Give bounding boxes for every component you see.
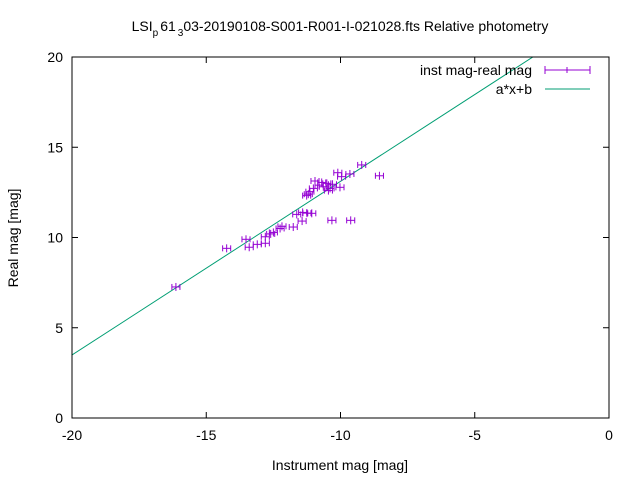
y-tick-label: 5 — [55, 320, 63, 336]
data-point — [327, 180, 337, 189]
x-tick-label: 0 — [605, 427, 613, 443]
data-point — [277, 222, 287, 231]
data-point — [325, 184, 335, 193]
data-point — [374, 171, 384, 180]
y-tick-label: 15 — [47, 139, 63, 155]
data-point — [346, 216, 356, 225]
legend-label-fit: a*x+b — [496, 81, 532, 97]
data-point — [222, 244, 232, 253]
data-point — [297, 217, 307, 226]
x-axis-label: Instrument mag [mag] — [272, 457, 408, 473]
x-tick-label: -10 — [330, 427, 350, 443]
data-point — [317, 178, 327, 187]
data-point — [303, 190, 313, 199]
data-point — [357, 160, 367, 169]
y-tick-label: 0 — [55, 410, 63, 426]
data-point — [171, 282, 181, 291]
x-tick-label: -20 — [62, 427, 82, 443]
data-point — [275, 224, 285, 233]
x-tick-label: -5 — [469, 427, 482, 443]
data-point — [241, 235, 251, 244]
data-point — [252, 240, 262, 249]
data-point — [244, 243, 254, 252]
data-point — [337, 172, 347, 181]
data-point — [260, 239, 270, 248]
y-tick-label: 10 — [47, 230, 63, 246]
data-point — [327, 216, 337, 225]
chart-title: LSIp 61 303-20190108-S001-R001-I-021028.ft… — [132, 18, 549, 39]
legend-label-points: inst mag-real mag — [420, 62, 532, 78]
plot-border — [71, 56, 610, 419]
data-point — [345, 169, 355, 178]
data-point — [292, 210, 302, 219]
data-point — [266, 229, 276, 238]
x-tick-label: -15 — [196, 427, 216, 443]
data-point — [335, 183, 345, 192]
data-point — [308, 184, 318, 193]
data-point — [307, 209, 317, 218]
y-tick-label: 20 — [47, 49, 63, 65]
y-axis-label: Real mag [mag] — [5, 189, 21, 288]
fit-line — [72, 57, 534, 356]
plot-area: -20 -15 -10 -5 0 0 5 10 15 20 inst mag-real mag a*x… — [47, 49, 613, 443]
data-point — [322, 179, 332, 188]
data-point — [288, 223, 298, 232]
data-point — [268, 228, 278, 237]
